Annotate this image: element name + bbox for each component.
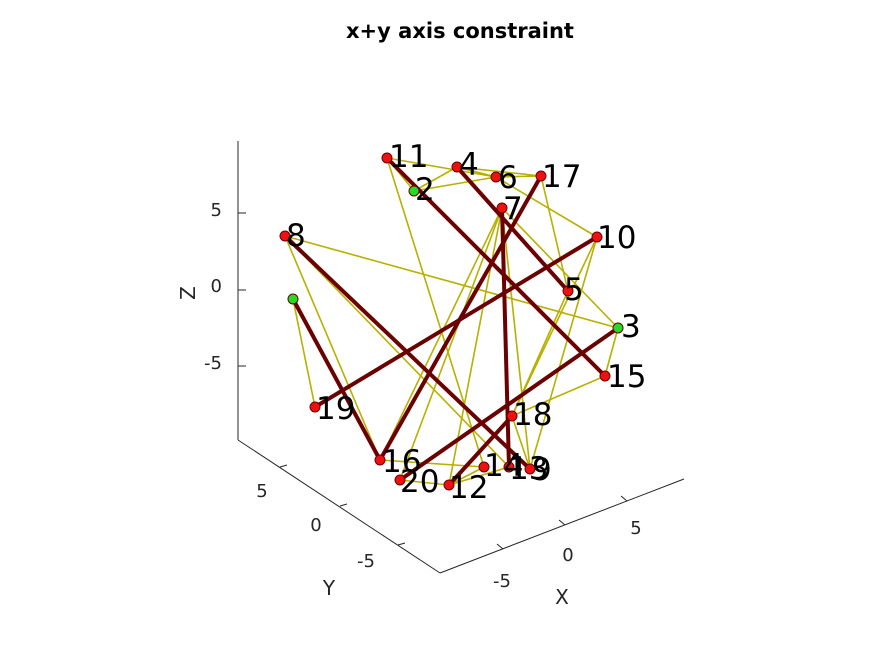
soft-edge-18-9 [511, 415, 531, 470]
node-label-9: 9 [532, 452, 552, 488]
node-label-17: 17 [542, 159, 581, 195]
soft-edge-4-17 [456, 166, 542, 177]
node-label-10: 10 [597, 220, 636, 256]
strong-edge-7-13 [500, 206, 511, 469]
soft-edge-7-12 [448, 207, 503, 486]
node-label-5: 5 [564, 272, 584, 308]
node-18 [506, 410, 518, 422]
strong-edge-11-15 [385, 156, 607, 378]
soft-edge-6-10 [495, 176, 598, 238]
z-tick-label: 0 [211, 276, 222, 297]
nodes-group [279, 152, 624, 491]
y-tick-label: 0 [310, 515, 321, 536]
node-label-13: 13 [509, 451, 548, 487]
node-10 [591, 231, 603, 243]
node-1 [287, 293, 299, 305]
soft-edge-13-12 [448, 466, 510, 486]
strong-edge-18-12 [447, 414, 514, 487]
z-axis-label: Z [176, 286, 200, 300]
y-tick-label: -5 [357, 551, 375, 572]
x-tick-mark [620, 495, 628, 502]
soft-edge-8-3 [284, 235, 619, 329]
soft-edge-8-16 [284, 235, 381, 461]
node-16 [374, 454, 386, 466]
node-label-2: 2 [415, 172, 435, 208]
strong-edge-8-9 [283, 234, 532, 471]
z-tick-label: -5 [204, 353, 222, 374]
node-20 [394, 474, 406, 486]
strong-edge-1-16 [291, 297, 382, 462]
soft-edge-7-3 [501, 207, 619, 329]
node-label-4: 4 [459, 147, 479, 183]
node-13 [503, 461, 515, 473]
soft-edge-15-18 [511, 375, 606, 417]
node-15 [599, 370, 611, 382]
soft-edge-2-4 [413, 166, 458, 192]
node-label-19: 19 [316, 391, 355, 427]
axes-3d: 5 0 -5 Z 5 0 -5 Y -5 0 5 X [176, 141, 685, 609]
soft-edge-10-9 [529, 236, 598, 470]
node-5 [562, 285, 574, 297]
y-tick-mark [339, 503, 348, 507]
x-tick-label: 5 [630, 518, 641, 539]
node-label-16: 16 [382, 444, 421, 480]
node-17 [535, 170, 547, 182]
node-label-15: 15 [607, 359, 646, 395]
y-tick-mark [397, 542, 406, 546]
soft-edge-20-12 [399, 479, 450, 486]
x-axis-label: X [555, 585, 569, 609]
node-6 [490, 171, 502, 183]
soft-edge-11-6 [386, 157, 497, 178]
node-12 [443, 479, 455, 491]
x-axis-line [439, 478, 685, 574]
soft-edge-11-14 [386, 157, 485, 468]
node-label-8: 8 [286, 218, 306, 254]
soft-edge-1-19 [292, 298, 316, 408]
node-8 [279, 230, 291, 242]
node-label-14: 14 [484, 448, 523, 484]
node-19 [309, 401, 321, 413]
node-3 [612, 322, 624, 334]
node-14 [478, 461, 490, 473]
node-label-12: 12 [449, 470, 488, 506]
soft-edge-6-17 [495, 175, 542, 178]
soft-edge-4-6 [456, 166, 497, 178]
soft-edge-2-6 [413, 176, 497, 192]
x-tick-mark [558, 519, 566, 526]
y-tick-label: 5 [256, 481, 267, 502]
figure-title: x+y axis constraint [346, 19, 574, 43]
node-2 [408, 185, 420, 197]
soft-edge-3-15 [604, 327, 619, 377]
strong-edge-3-20 [398, 326, 620, 482]
soft-edge-14-12 [448, 466, 485, 486]
node-label-3: 3 [621, 309, 641, 345]
soft-edge-7-9 [501, 207, 531, 470]
z-tick-label: 5 [211, 200, 222, 221]
node-11 [381, 152, 393, 164]
node-9 [524, 463, 536, 475]
y-axis-label: Y [322, 576, 336, 600]
node-label-11: 11 [389, 139, 428, 175]
node-label-6: 6 [498, 160, 518, 196]
node-4 [451, 161, 463, 173]
node-label-18: 18 [513, 397, 552, 433]
strong-edge-10-19 [313, 235, 599, 409]
x-tick-label: 0 [562, 545, 573, 566]
y-tick-mark [279, 464, 288, 468]
soft-edges-group [284, 157, 619, 486]
strong-edges-group [283, 156, 620, 487]
y-axis-line [237, 439, 441, 574]
node-label-7: 7 [503, 191, 523, 227]
node-label-20: 20 [400, 464, 439, 500]
node-7 [496, 202, 508, 214]
x-tick-label: -5 [493, 571, 511, 592]
x-tick-mark [496, 543, 504, 550]
